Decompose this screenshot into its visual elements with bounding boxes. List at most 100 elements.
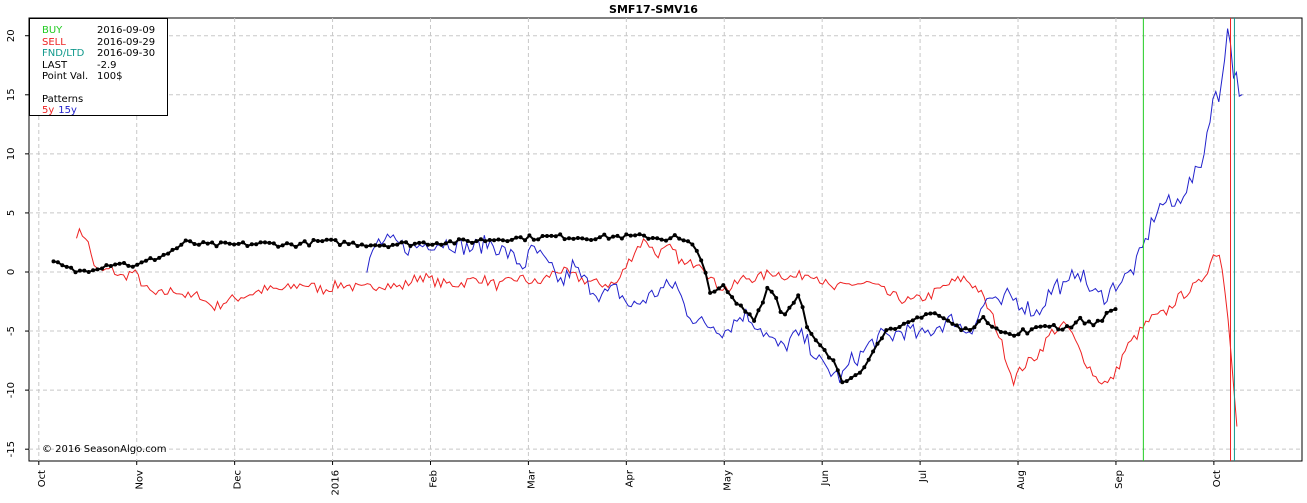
main-point-26 (166, 251, 171, 256)
main-point-178 (835, 368, 840, 373)
y-tick-label--15: -15 (6, 441, 17, 457)
main-point-214 (994, 326, 999, 331)
main-point-23 (152, 258, 157, 262)
main-point-141 (672, 233, 677, 238)
main-point-66 (342, 239, 347, 244)
legend-buy-key: BUY (42, 25, 63, 36)
pattern-15y: 15y (58, 105, 77, 116)
main-point-13 (108, 264, 113, 268)
main-point-6 (77, 268, 82, 273)
x-tick-label-0: Oct (37, 470, 48, 487)
main-point-7 (82, 268, 87, 273)
main-point-2 (60, 263, 65, 268)
main-point-175 (822, 348, 827, 352)
legend-pointval-key: Point Val. (42, 71, 89, 82)
main-point-88 (439, 242, 444, 247)
main-point-18 (130, 264, 135, 269)
main-point-57 (302, 239, 307, 244)
main-point-64 (333, 238, 338, 243)
main-point-224 (1038, 324, 1043, 329)
main-point-174 (818, 343, 823, 348)
main-point-12 (104, 263, 109, 268)
main-point-197 (919, 315, 924, 320)
main-point-205 (954, 323, 959, 328)
x-tick-label-10: Aug (1016, 470, 1027, 490)
main-point-95 (470, 240, 475, 245)
main-point-44 (245, 244, 250, 248)
main-point-240 (1109, 308, 1113, 313)
main-point-159 (752, 318, 757, 323)
main-point-21 (144, 258, 148, 263)
main-point-129 (619, 236, 624, 241)
main-point-118 (571, 236, 576, 241)
main-point-181 (849, 376, 854, 380)
main-point-97 (478, 237, 483, 242)
main-point-28 (174, 246, 179, 251)
main-point-85 (426, 242, 430, 247)
main-point-116 (562, 237, 567, 242)
main-point-11 (100, 266, 104, 271)
legend-pointval-value: 100$ (97, 71, 123, 82)
main-point-14 (113, 262, 118, 267)
main-point-78 (395, 242, 400, 247)
x-tick-label-7: May (722, 470, 733, 491)
main-point-60 (315, 239, 320, 243)
main-point-62 (324, 237, 329, 242)
x-tick-label-2: Dec (233, 470, 244, 489)
main-point-185 (866, 357, 871, 362)
main-point-107 (523, 238, 527, 243)
main-point-9 (91, 268, 96, 273)
main-point-69 (355, 244, 360, 248)
main-point-241 (1113, 307, 1118, 312)
main-point-124 (597, 235, 602, 240)
main-point-196 (915, 315, 920, 320)
main-point-53 (285, 241, 289, 246)
main-point-115 (558, 232, 563, 237)
main-point-47 (258, 240, 263, 245)
main-point-191 (893, 327, 898, 331)
legend-fnd: FND/LTD 2016-09-30 (42, 48, 167, 60)
y-tick-label--10: -10 (6, 382, 17, 398)
main-point-177 (831, 358, 836, 363)
main-point-170 (800, 305, 805, 310)
main-point-229 (1060, 327, 1065, 332)
main-point-27 (170, 247, 175, 252)
main-point-132 (633, 233, 638, 238)
main-point-93 (461, 237, 466, 242)
main-point-30 (183, 238, 188, 243)
main-point-215 (998, 330, 1003, 334)
main-point-188 (879, 336, 884, 341)
main-point-228 (1056, 327, 1061, 332)
main-point-219 (1016, 332, 1021, 337)
main-point-216 (1003, 330, 1008, 335)
main-point-84 (421, 240, 426, 245)
main-point-172 (809, 331, 814, 336)
main-point-56 (298, 241, 303, 246)
main-point-72 (368, 243, 373, 248)
main-point-55 (293, 244, 298, 249)
main-point-71 (364, 244, 369, 249)
main-point-34 (201, 240, 206, 245)
legend-sell-key: SELL (42, 36, 66, 48)
main-point-236 (1091, 323, 1096, 328)
main-point-230 (1065, 324, 1069, 329)
main-point-145 (690, 242, 695, 247)
x-tick-label-9: Jul (918, 470, 929, 483)
main-point-74 (377, 243, 382, 248)
main-point-125 (602, 232, 607, 237)
main-point-99 (487, 238, 492, 242)
main-point-186 (871, 349, 876, 354)
main-point-104 (509, 237, 514, 242)
main-point-77 (390, 242, 395, 247)
main-point-176 (827, 355, 831, 360)
main-point-0 (51, 259, 56, 264)
legend-last-value: -2.9 (97, 59, 117, 71)
main-point-38 (218, 240, 223, 245)
chart-title: SMF17-SMV16 (609, 3, 698, 16)
main-point-140 (668, 236, 673, 241)
main-point-67 (346, 242, 351, 247)
main-point-120 (580, 236, 585, 241)
main-point-8 (86, 270, 91, 274)
main-point-75 (382, 243, 386, 248)
main-point-45 (249, 242, 254, 247)
